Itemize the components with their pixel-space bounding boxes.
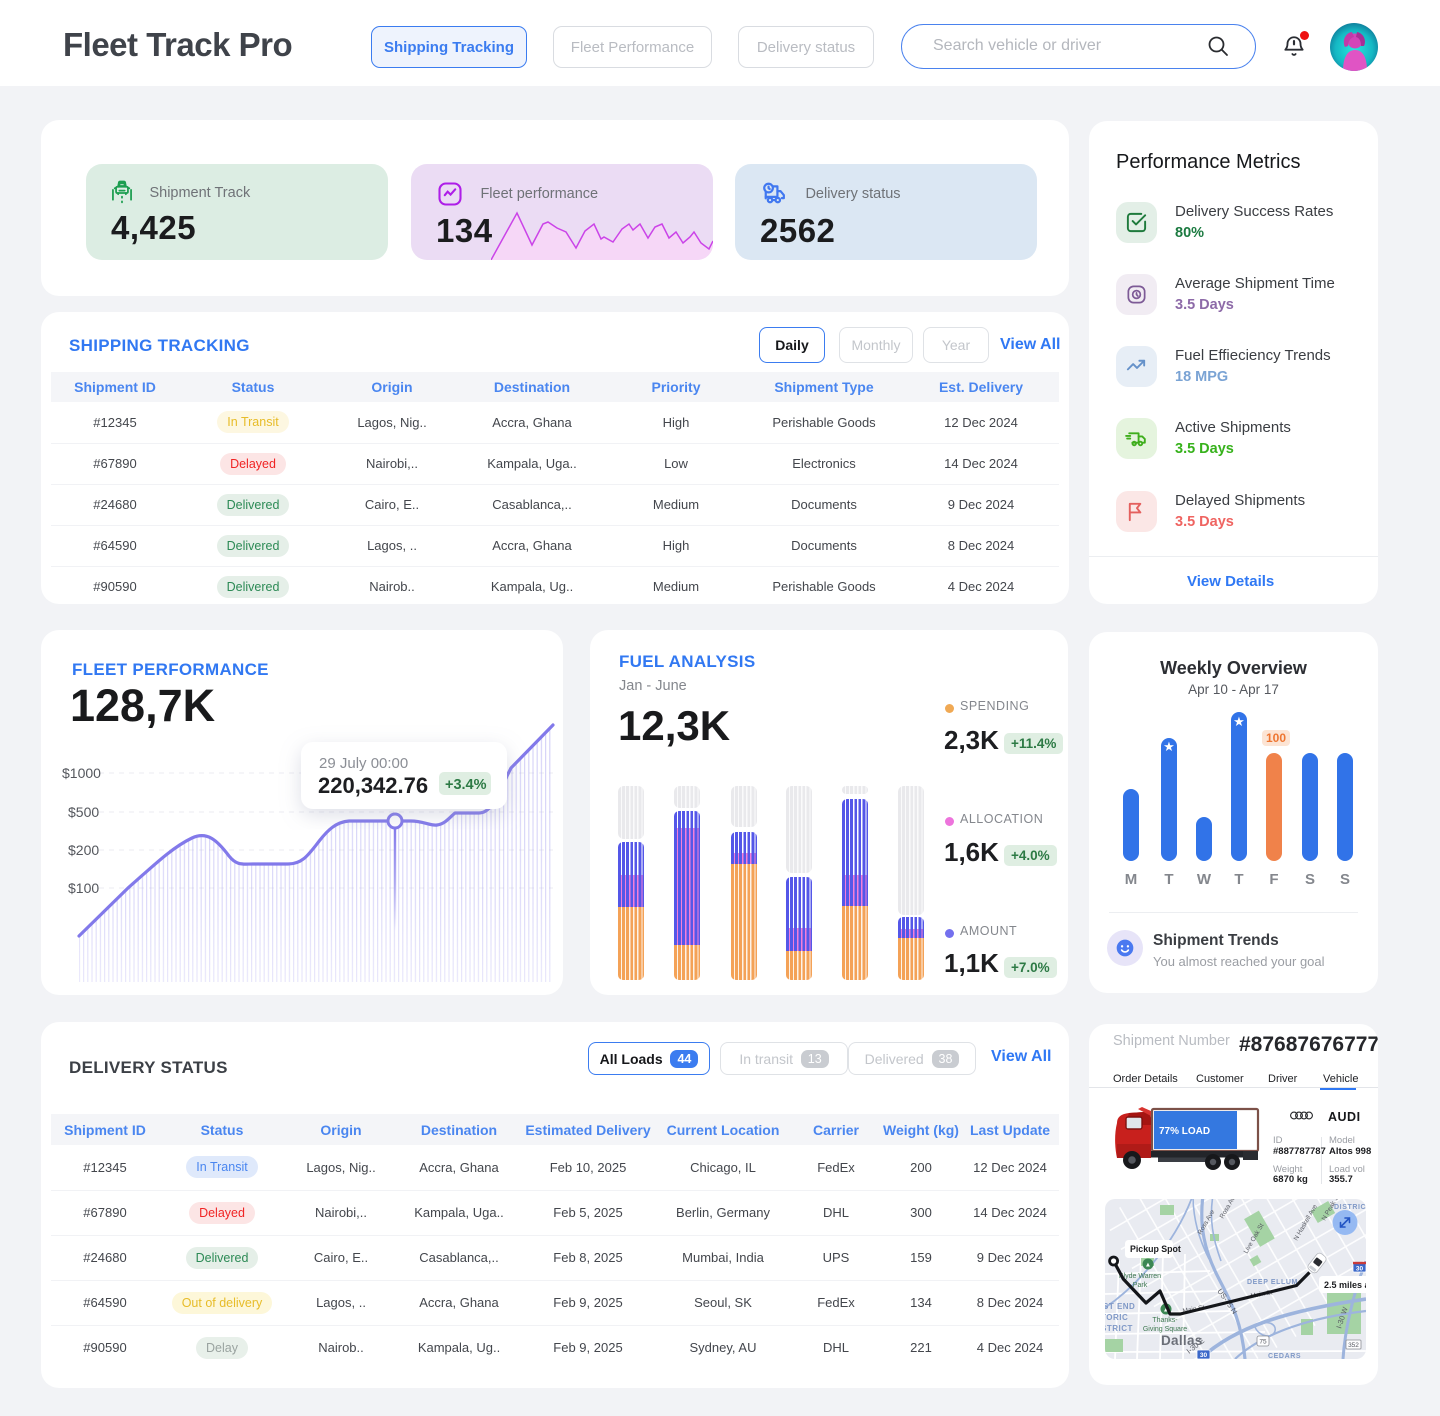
svg-text:Dallas: Dallas [1161, 1333, 1203, 1348]
svg-text:Thanks-: Thanks- [1152, 1317, 1178, 1324]
svg-text:77% LOAD: 77% LOAD [1159, 1126, 1210, 1137]
svg-text:352: 352 [1348, 1342, 1359, 1349]
svg-text:29 July 00:00: 29 July 00:00 [319, 755, 408, 772]
svg-text:▲: ▲ [1163, 1307, 1169, 1314]
svg-text:ST END: ST END [1105, 1302, 1135, 1311]
svg-text:$1000: $1000 [62, 765, 101, 781]
svg-text:$500: $500 [68, 804, 99, 820]
svg-text:75: 75 [1259, 1339, 1267, 1346]
svg-text:2.5 miles aw: 2.5 miles aw [1324, 1280, 1366, 1290]
svg-text:$200: $200 [68, 842, 99, 858]
svg-text:Giving Square: Giving Square [1143, 1326, 1187, 1333]
svg-text:DEEP ELLUM: DEEP ELLUM [1247, 1279, 1298, 1286]
svg-text:STRICT: STRICT [1105, 1324, 1133, 1333]
svg-text:+3.4%: +3.4% [445, 777, 487, 793]
svg-text:Pickup Spot: Pickup Spot [1130, 1244, 1181, 1254]
svg-text:DISTRIC: DISTRIC [1334, 1204, 1366, 1211]
svg-text:CEDARS: CEDARS [1268, 1353, 1301, 1359]
svg-text:$100: $100 [68, 880, 99, 896]
svg-text:▲: ▲ [1145, 1262, 1151, 1269]
svg-text:Klyde Warren: Klyde Warren [1119, 1273, 1161, 1280]
svg-text:30: 30 [1200, 1352, 1208, 1359]
svg-text:30: 30 [1356, 1266, 1364, 1273]
svg-text:Park: Park [1133, 1282, 1148, 1289]
svg-text:220,342.76: 220,342.76 [318, 773, 428, 798]
svg-text:TORIC: TORIC [1105, 1313, 1128, 1322]
